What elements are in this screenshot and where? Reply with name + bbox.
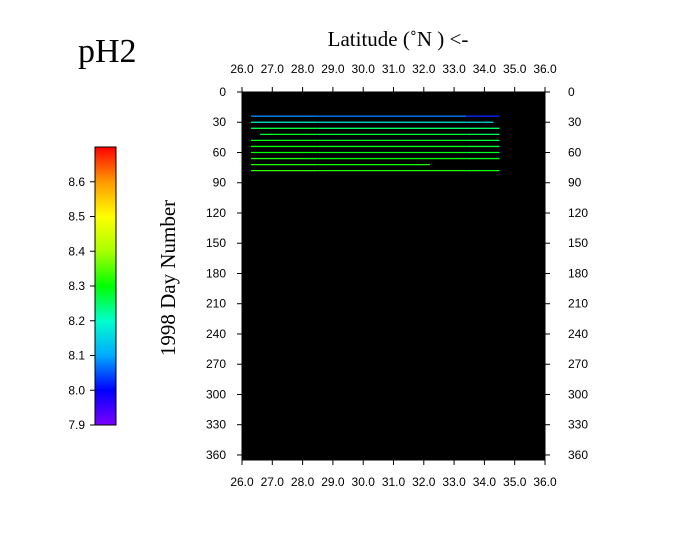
y-tick-label-right: 210 bbox=[568, 297, 588, 311]
y-tick-label-right: 0 bbox=[568, 85, 575, 99]
y-tick-label-left: 120 bbox=[206, 206, 226, 220]
y-tick-label-right: 90 bbox=[568, 176, 582, 190]
colorbar-tick-label: 8.3 bbox=[68, 279, 85, 293]
y-tick-label-left: 360 bbox=[206, 448, 226, 462]
y-tick-label-right: 120 bbox=[568, 206, 588, 220]
y-tick-label-right: 270 bbox=[568, 357, 588, 371]
x-tick-label-top: 27.0 bbox=[261, 62, 285, 76]
y-tick-label-left: 240 bbox=[206, 327, 226, 341]
y-tick-label-right: 60 bbox=[568, 145, 582, 159]
x-tick-label-top: 29.0 bbox=[321, 62, 345, 76]
y-tick-label-right: 300 bbox=[568, 387, 588, 401]
x-tick-label-bottom: 35.0 bbox=[503, 475, 527, 489]
x-tick-label-bottom: 34.0 bbox=[473, 475, 497, 489]
x-axis-label: Latitude (˚N ) <- bbox=[328, 27, 469, 51]
y-tick-label-right: 330 bbox=[568, 418, 588, 432]
y-tick-label-left: 0 bbox=[219, 85, 226, 99]
axes: 26.0 26.0 27.0 27.0 28.0 28.0 29.0 29.0 30.0 30.0… bbox=[206, 62, 588, 489]
y-tick-label-left: 30 bbox=[213, 115, 227, 129]
y-tick-label-left: 300 bbox=[206, 387, 226, 401]
data-tracks bbox=[251, 115, 500, 172]
y-tick-label-left: 210 bbox=[206, 297, 226, 311]
y-tick-label-left: 90 bbox=[213, 176, 227, 190]
y-tick-label-left: 270 bbox=[206, 357, 226, 371]
y-axis-label: 1998 Day Number bbox=[156, 200, 180, 356]
y-tick-label-right: 30 bbox=[568, 115, 582, 129]
colorbar-tick-label: 7.9 bbox=[68, 418, 85, 432]
colorbar-tick-label: 8.1 bbox=[68, 349, 85, 363]
x-tick-label-top: 30.0 bbox=[352, 62, 376, 76]
x-tick-label-bottom: 33.0 bbox=[442, 475, 466, 489]
colorbar-tick-label: 8.2 bbox=[68, 314, 85, 328]
x-tick-label-top: 26.0 bbox=[230, 62, 254, 76]
x-tick-label-bottom: 30.0 bbox=[352, 475, 376, 489]
y-tick-label-right: 360 bbox=[568, 448, 588, 462]
y-tick-label-right: 150 bbox=[568, 236, 588, 250]
colorbar-tick-label: 8.6 bbox=[68, 175, 85, 189]
y-tick-label-right: 180 bbox=[568, 266, 588, 280]
colorbar-tick-label: 8.4 bbox=[68, 244, 85, 258]
x-tick-label-bottom: 32.0 bbox=[412, 475, 436, 489]
x-tick-label-bottom: 29.0 bbox=[321, 475, 345, 489]
x-tick-label-top: 32.0 bbox=[412, 62, 436, 76]
y-tick-label-left: 330 bbox=[206, 418, 226, 432]
x-tick-label-top: 34.0 bbox=[473, 62, 497, 76]
x-tick-label-bottom: 27.0 bbox=[261, 475, 285, 489]
colorbar-tick-label: 8.5 bbox=[68, 210, 85, 224]
y-tick-label-left: 150 bbox=[206, 236, 226, 250]
colorbar-tick-label: 8.0 bbox=[68, 383, 85, 397]
x-tick-label-bottom: 28.0 bbox=[291, 475, 315, 489]
x-tick-label-bottom: 26.0 bbox=[230, 475, 254, 489]
x-tick-label-top: 28.0 bbox=[291, 62, 315, 76]
y-tick-label-left: 60 bbox=[213, 145, 227, 159]
x-tick-label-top: 31.0 bbox=[382, 62, 406, 76]
plot-area bbox=[241, 91, 546, 461]
chart-title: pH2 bbox=[78, 33, 137, 70]
colorbar bbox=[94, 146, 117, 426]
x-tick-label-top: 36.0 bbox=[533, 62, 557, 76]
colorbar-ticks: 7.9 8.0 8.1 8.2 8.3 8.4 8.5 8.6 bbox=[68, 175, 95, 432]
x-tick-label-bottom: 36.0 bbox=[533, 475, 557, 489]
y-tick-label-left: 180 bbox=[206, 266, 226, 280]
x-tick-label-top: 33.0 bbox=[442, 62, 466, 76]
x-tick-label-bottom: 31.0 bbox=[382, 475, 406, 489]
x-tick-label-top: 35.0 bbox=[503, 62, 527, 76]
y-tick-label-right: 240 bbox=[568, 327, 588, 341]
